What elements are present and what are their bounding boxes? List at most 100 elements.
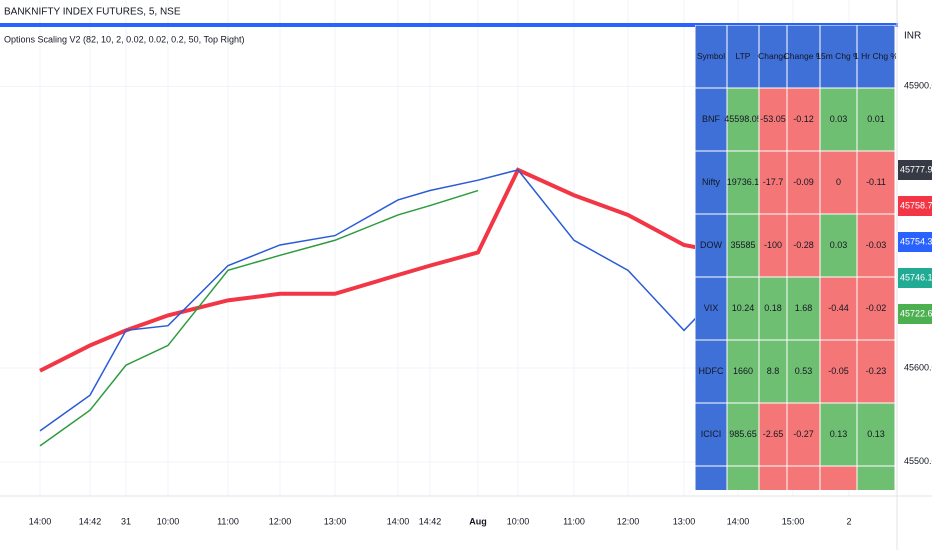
table-cell <box>695 150 728 215</box>
price-tag <box>898 196 932 216</box>
header-text: LTP <box>736 51 751 61</box>
y-tick-label: 45500.00 <box>904 456 932 466</box>
table-cell <box>695 465 728 490</box>
table-cell <box>856 465 896 490</box>
cell-text: -0.02 <box>866 303 887 313</box>
table-cell <box>758 465 788 490</box>
series-line <box>39 189 479 447</box>
table-cell <box>786 87 821 152</box>
table-cell <box>819 150 858 215</box>
x-tick-label: 10:00 <box>507 516 530 526</box>
currency: INR <box>904 31 921 42</box>
cell-text: ICICI <box>701 429 722 439</box>
y-tick-label: 45600.00 <box>904 362 932 372</box>
header-text: Change % <box>784 51 824 61</box>
table-cell <box>758 150 788 215</box>
cell-text: 985.65 <box>729 429 757 439</box>
table-cell <box>758 339 788 404</box>
x-tick-label: 10:00 <box>157 516 180 526</box>
x-tick-label: 2 <box>846 516 851 526</box>
header-cell <box>758 25 788 89</box>
x-tick-label: 11:00 <box>217 516 239 526</box>
cell-text: 45598.05 <box>724 114 762 124</box>
x-tick-label: 14:00 <box>29 516 52 526</box>
table-cell <box>819 276 858 341</box>
table-cell <box>856 402 896 467</box>
table-cell <box>786 339 821 404</box>
table-cell <box>856 213 896 278</box>
cell-text: 0.03 <box>830 114 848 124</box>
table-cell <box>726 213 760 278</box>
cell-text: BNF <box>702 114 721 124</box>
cell-text: Nifty <box>702 177 721 187</box>
cell-text: VIX <box>704 303 719 313</box>
table-cell <box>856 339 896 404</box>
cell-text: -0.09 <box>793 177 814 187</box>
cell-text: -100 <box>764 240 782 250</box>
table-cell <box>758 402 788 467</box>
x-tick-label: 14:42 <box>79 516 102 526</box>
cell-text: -0.03 <box>866 240 887 250</box>
cell-text: HDFC <box>699 366 724 376</box>
cell-text: 35585 <box>730 240 755 250</box>
price-tag-label: 45722.60 <box>900 308 932 318</box>
cell-text: -0.05 <box>828 366 849 376</box>
price-tag-label: 45758.70 <box>900 200 932 210</box>
x-tick-label: 14:00 <box>387 516 410 526</box>
price-tag-label: 45777.90 <box>900 164 932 174</box>
table-cell <box>786 465 821 490</box>
cell-text: 0.13 <box>867 429 885 439</box>
cell-text: -2.65 <box>763 429 784 439</box>
cell-text: 19736.1 <box>727 177 760 187</box>
cell-text: 0.53 <box>795 366 813 376</box>
header-text: 15m Chg % <box>816 51 861 61</box>
cell-text: -0.44 <box>828 303 849 313</box>
cell-text: 0.01 <box>867 114 885 124</box>
price-tag-label: 45746.15 <box>900 272 932 282</box>
cell-text: 0 <box>836 177 841 187</box>
cell-text: 0.18 <box>764 303 782 313</box>
header-text: Change <box>758 51 788 61</box>
header-cell <box>726 25 760 89</box>
header-cell <box>856 25 896 89</box>
table-cell <box>695 87 728 152</box>
cell-text: DOW <box>700 240 723 250</box>
symbol-title: BANKNIFTY INDEX FUTURES, 5, NSE <box>4 7 181 18</box>
table-cell <box>856 87 896 152</box>
price-tag <box>898 304 932 324</box>
table-cell <box>786 276 821 341</box>
header-cell <box>786 25 821 89</box>
cell-text: 10.24 <box>732 303 755 313</box>
cell-text: 1.68 <box>795 303 813 313</box>
table-cell <box>695 213 728 278</box>
price-tag <box>898 268 932 288</box>
table-cell <box>819 402 858 467</box>
header-text: Symbol <box>697 51 725 61</box>
x-tick-label: 14:42 <box>419 516 442 526</box>
header-text: 1 Hr Chg % <box>854 51 898 61</box>
cell-text: -53.05 <box>760 114 786 124</box>
x-tick-label: 13:00 <box>324 516 347 526</box>
table-cell <box>726 150 760 215</box>
x-tick-label: 12:00 <box>617 516 640 526</box>
table-cell <box>726 465 760 490</box>
cell-text: -17.7 <box>763 177 784 187</box>
x-tick-label: 14:00 <box>727 516 750 526</box>
table-cell <box>726 339 760 404</box>
x-tick-label: 15:00 <box>782 516 805 526</box>
table-cell <box>758 213 788 278</box>
table-cell <box>819 87 858 152</box>
cell-text: -0.12 <box>793 114 814 124</box>
table-cell <box>856 276 896 341</box>
x-tick-label: 12:00 <box>269 516 292 526</box>
price-tag <box>898 232 932 252</box>
y-tick-label: 45900.00 <box>904 81 932 91</box>
cell-text: -0.23 <box>866 366 887 376</box>
cell-text: 0.13 <box>830 429 848 439</box>
cell-text: 0.03 <box>830 240 848 250</box>
cell-text: -0.28 <box>793 240 814 250</box>
table-cell <box>726 276 760 341</box>
indicator-title: Options Scaling V2 (82, 10, 2, 0.02, 0.0… <box>4 34 245 44</box>
x-tick-label: Aug <box>469 516 487 526</box>
